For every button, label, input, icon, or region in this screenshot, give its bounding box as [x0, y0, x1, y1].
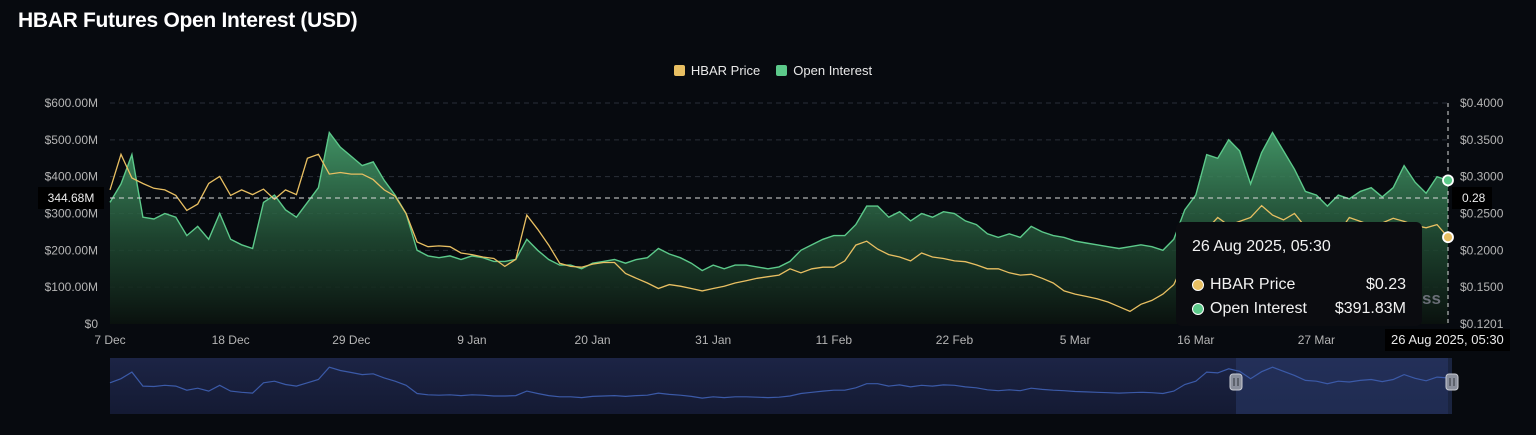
tooltip-label-oi: Open Interest: [1210, 300, 1307, 317]
chart-legend: HBAR Price Open Interest: [0, 63, 1536, 78]
y-right-tick-label: $0.3500: [1460, 133, 1504, 147]
navigator[interactable]: [109, 358, 1459, 414]
tooltip-label-price: HBAR Price: [1210, 276, 1296, 293]
y-right-tick-label: $0.4000: [1460, 96, 1504, 110]
navigator-background: [110, 358, 1448, 414]
x-axis: 7 Dec 18 Dec 29 Dec 9 Jan 20 Jan 31 Jan 11 Feb…: [94, 333, 1335, 347]
navigator-handle-right[interactable]: [1445, 373, 1459, 391]
tooltip-dot-oi: [1192, 303, 1204, 315]
crosshair-left-label-bg: [38, 187, 104, 209]
hover-marker-open-interest: [1442, 174, 1454, 187]
x-tick-label: 11 Feb: [816, 333, 853, 347]
y-left-tick-label: $600.00M: [45, 96, 98, 110]
tooltip: 26 Aug 2025, 05:30 HBAR Price $0.23 Open…: [1176, 222, 1422, 326]
tooltip-dot-price: [1192, 279, 1204, 291]
legend-label-oi: Open Interest: [793, 63, 873, 78]
x-tick-label: 31 Jan: [695, 333, 731, 347]
navigator-series-line: [109, 366, 1449, 399]
series-area-open-interest: [110, 132, 1448, 324]
chart-title: HBAR Futures Open Interest (USD): [18, 9, 358, 32]
y-right-tick-label: $0.1500: [1460, 280, 1504, 294]
y-left-tick-label: $200.00M: [45, 243, 98, 257]
hover-marker-hbar-price: [1442, 231, 1454, 244]
legend-item-price[interactable]: HBAR Price: [673, 63, 761, 78]
x-tick-label: 29 Dec: [332, 333, 370, 347]
tooltip-date: 26 Aug 2025, 05:30: [1192, 238, 1331, 255]
y-axis-right: $0.1201 $0.1500 $0.2000 $0.2500 $0.3000 $0.35…: [1460, 96, 1504, 331]
legend-swatch-oi: [776, 65, 788, 76]
y-left-tick-label: $100.00M: [45, 280, 98, 294]
crosshair-right-label-bg: [1452, 187, 1492, 209]
series-line-open-interest: [109, 130, 1449, 272]
y-right-tick-label: $0.3000: [1460, 170, 1504, 184]
legend-swatch-price: [673, 65, 685, 76]
tooltip-value-price: $0.23: [1365, 276, 1406, 293]
legend-label-price: HBAR Price: [690, 63, 761, 78]
legend-item-oi[interactable]: Open Interest: [776, 63, 872, 78]
navigator-handle-left[interactable]: [1229, 373, 1243, 391]
y-left-tick-label: $500.00M: [45, 133, 98, 147]
y-right-tick-label: $0.2000: [1460, 243, 1504, 257]
crosshair-left-label: 344.68M: [48, 191, 95, 205]
x-tick-label: 22 Feb: [936, 333, 974, 347]
y-left-tick-label: $400.00M: [45, 170, 98, 184]
tooltip-row-oi: Open Interest $391.83M: [1192, 297, 1406, 321]
x-tick-label: 27 Mar: [1298, 333, 1335, 347]
crosshair: 344.68M 0.28 ss: [38, 103, 1492, 324]
tooltip-value-oi: $391.83M: [1334, 300, 1406, 317]
crosshair-x-label: 26 Aug 2025, 05:30: [1385, 329, 1510, 351]
x-tick-label: 16 Mar: [1177, 333, 1214, 347]
y-axis-left: $0 $100.00M $200.00M $300.00M $400.00M $500.0…: [45, 96, 99, 331]
y-left-tick-label: $300.00M: [45, 207, 98, 221]
y-right-tick-label: $0.1201: [1460, 317, 1504, 331]
x-tick-label: 18 Dec: [212, 333, 250, 347]
x-tick-label: 9 Jan: [457, 333, 486, 347]
crosshair-right-label: 0.28: [1462, 191, 1486, 205]
x-tick-label: 20 Jan: [575, 333, 611, 347]
y-right-tick-label: $0.2500: [1460, 207, 1504, 221]
x-tick-label: 5 Mar: [1060, 333, 1091, 347]
y-left-tick-label: $0: [85, 317, 99, 331]
watermark-fragment: ss: [1422, 289, 1441, 308]
tooltip-row-price: HBAR Price $0.23: [1192, 273, 1406, 297]
navigator-selection[interactable]: [1236, 358, 1452, 414]
x-tick-label: 7 Dec: [94, 333, 125, 347]
